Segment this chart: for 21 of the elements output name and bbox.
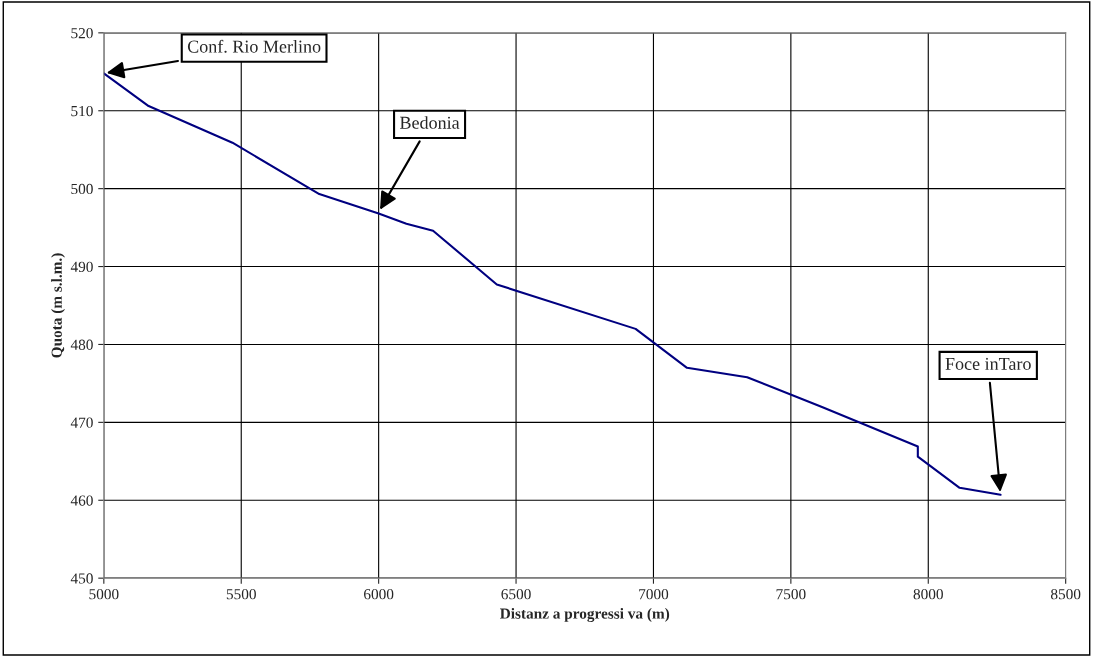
x-tick-label: 7500 — [776, 589, 806, 600]
annotation: Conf. Rio Merlino — [187, 39, 321, 53]
y-tick-label: 470 — [70, 417, 93, 428]
x-tick-label: 8000 — [913, 589, 943, 600]
y-axis-title: Quota (m s.l.m.) — [51, 253, 65, 358]
y-tick-label: 460 — [70, 495, 93, 506]
y-tick-label: 520 — [71, 27, 93, 39]
x-axis-title: Distanz a progressi va (m) — [500, 607, 670, 622]
x-tick-label: 6000 — [364, 589, 394, 600]
x-tick-label: 5000 — [89, 589, 119, 600]
annotation: Bedonia — [400, 116, 460, 129]
x-tick-label: 5500 — [226, 589, 256, 600]
y-tick-label: 450 — [70, 573, 93, 584]
annotation: Foce inTaro — [945, 357, 1031, 370]
x-tick-label: 7000 — [639, 589, 669, 600]
y-tick-label: 480 — [70, 339, 93, 350]
y-tick-label: 510 — [71, 105, 93, 117]
y-tick-label: 500 — [71, 183, 93, 195]
x-tick-label: 8500 — [1050, 589, 1081, 600]
y-tick-label: 490 — [70, 261, 93, 273]
x-tick-label: 6500 — [501, 589, 531, 600]
